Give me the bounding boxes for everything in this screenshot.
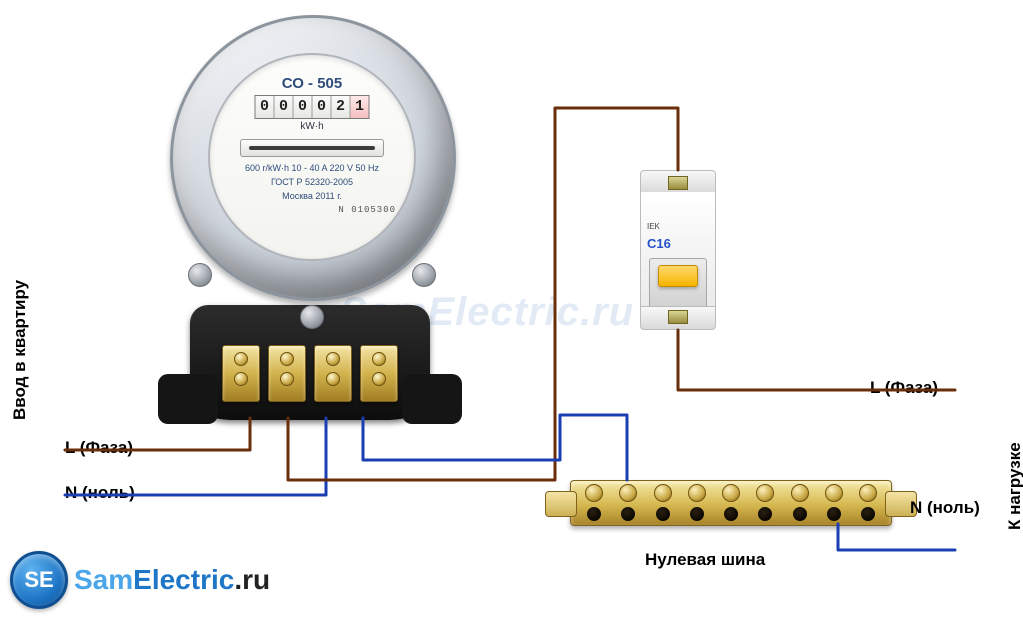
digit: 0 <box>313 96 332 118</box>
neutral-bus-bar <box>570 480 892 526</box>
busbar-hole <box>821 481 847 525</box>
label-n-in: N (ноль) <box>65 483 135 503</box>
meter-terminal-3 <box>314 345 352 402</box>
busbar-hole <box>615 481 641 525</box>
busbar-holes <box>581 481 881 525</box>
meter-spec-line: Москва 2011 г. <box>210 191 414 201</box>
meter-screw-icon <box>412 263 436 287</box>
breaker-screw-icon <box>668 176 688 190</box>
label-l-out: L (Фаза) <box>870 378 938 398</box>
meter-spec-line: ГОСТ Р 52320-2005 <box>210 177 414 187</box>
meter-model: СО - 505 <box>210 75 414 92</box>
busbar-hole <box>581 481 607 525</box>
site-logo: SE SamElectric.ru <box>10 551 270 609</box>
logo-badge-icon: SE <box>10 551 68 609</box>
busbar-hole <box>855 481 881 525</box>
digit: 1 <box>351 96 369 118</box>
digit: 0 <box>275 96 294 118</box>
meter-face-plate: СО - 505 0 0 0 0 2 1 kW·h 600 r/kW·h 10 … <box>208 53 416 261</box>
busbar-hole <box>787 481 813 525</box>
breaker-body: IEK C16 <box>640 192 716 308</box>
meter-terminals <box>222 345 398 400</box>
breaker-brand: IEK <box>647 222 660 231</box>
breaker-terminal-top <box>640 170 716 194</box>
label-l-in: L (Фаза) <box>65 438 133 458</box>
label-output-side: К нагрузке <box>1005 442 1023 530</box>
meter-unit: kW·h <box>300 121 323 132</box>
meter-terminal-1 <box>222 345 260 402</box>
meter-disc-slot <box>240 139 384 157</box>
breaker-toggle[interactable] <box>658 265 698 287</box>
digit: 2 <box>332 96 351 118</box>
logo-text: SamElectric.ru <box>74 564 270 596</box>
label-input-side: Ввод в квартиру <box>10 280 30 420</box>
busbar-hole <box>718 481 744 525</box>
label-n-out: N (ноль) <box>910 498 980 518</box>
meter-screw-icon <box>300 305 324 329</box>
meter-serial: N 0105300 <box>338 205 396 215</box>
electric-meter: СО - 505 0 0 0 0 2 1 kW·h 600 r/kW·h 10 … <box>160 5 460 425</box>
busbar-label: Нулевая шина <box>645 550 765 570</box>
breaker-rating: C16 <box>647 236 671 251</box>
busbar-mount-ear <box>545 491 577 517</box>
digit: 0 <box>294 96 313 118</box>
meter-screw-icon <box>188 263 212 287</box>
wiring-diagram <box>0 0 1023 627</box>
circuit-breaker: IEK C16 <box>640 170 716 330</box>
meter-spec-line: 600 r/kW·h 10 - 40 A 220 V 50 Hz <box>210 163 414 173</box>
meter-terminal-2 <box>268 345 306 402</box>
busbar-hole <box>650 481 676 525</box>
busbar-hole <box>752 481 778 525</box>
digit: 0 <box>256 96 275 118</box>
meter-terminal-4 <box>360 345 398 402</box>
breaker-screw-icon <box>668 310 688 324</box>
busbar-hole <box>684 481 710 525</box>
meter-odometer: 0 0 0 0 2 1 <box>255 95 370 119</box>
breaker-terminal-bottom <box>640 306 716 330</box>
